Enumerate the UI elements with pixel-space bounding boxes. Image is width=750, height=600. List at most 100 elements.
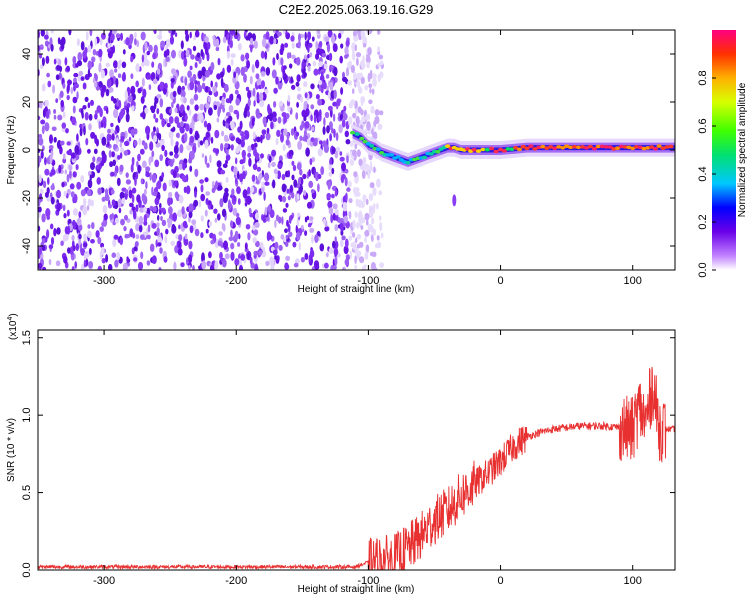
track-peak xyxy=(388,153,395,157)
noise-speckle xyxy=(106,78,112,89)
noise-speckle xyxy=(361,265,366,270)
noise-speckle xyxy=(357,80,360,89)
noise-speckle xyxy=(145,125,151,135)
noise-speckle xyxy=(367,169,371,180)
noise-speckle xyxy=(126,258,131,263)
noise-speckle xyxy=(154,159,160,168)
noise-speckle xyxy=(148,44,153,53)
noise-speckle xyxy=(323,63,328,70)
x-tick-label: -100 xyxy=(357,275,379,287)
noise-speckle xyxy=(38,37,40,46)
noise-speckle xyxy=(30,173,35,181)
noise-speckle xyxy=(205,191,211,196)
noise-speckle xyxy=(253,229,259,236)
noise-speckle xyxy=(108,150,112,158)
noise-speckle xyxy=(182,110,186,118)
spectrogram-y-label: Frequency (Hz) xyxy=(6,116,17,185)
noise-speckle xyxy=(164,235,168,244)
track-peak xyxy=(552,146,558,151)
noise-speckle xyxy=(38,174,42,183)
noise-speckle xyxy=(144,107,149,114)
track-peak xyxy=(607,145,613,149)
noise-speckle xyxy=(156,94,162,99)
noise-speckle xyxy=(359,256,365,264)
noise-speckle xyxy=(204,209,208,217)
noise-speckle xyxy=(253,142,258,148)
noise-speckle xyxy=(171,101,174,109)
noise-speckle xyxy=(156,68,161,75)
noise-speckle xyxy=(292,164,297,172)
noise-speckle xyxy=(235,98,240,106)
noise-speckle xyxy=(230,53,236,58)
noise-speckle xyxy=(296,162,302,171)
noise-speckle xyxy=(266,127,270,134)
noise-speckle xyxy=(194,228,200,237)
noise-speckle xyxy=(364,236,367,244)
noise-speckle xyxy=(177,248,183,256)
noise-speckle xyxy=(68,164,73,171)
noise-speckle xyxy=(276,52,279,61)
noise-speckle xyxy=(41,213,46,223)
noise-speckle xyxy=(208,90,213,96)
noise-speckle xyxy=(262,91,267,101)
y-tick-label: 1.5 xyxy=(21,330,33,345)
noise-speckle xyxy=(332,101,337,107)
noise-speckle xyxy=(281,195,287,203)
track-peak xyxy=(464,147,471,151)
y-tick-label: -20 xyxy=(21,190,33,206)
noise-speckle xyxy=(304,121,310,129)
noise-speckle xyxy=(237,43,242,51)
noise-speckle xyxy=(101,196,106,202)
noise-speckle xyxy=(198,199,202,208)
noise-speckle xyxy=(245,35,250,41)
noise-speckle xyxy=(277,162,283,170)
noise-speckle xyxy=(224,83,229,93)
noise-speckle xyxy=(309,158,313,166)
track-peak xyxy=(649,145,655,149)
noise-speckle xyxy=(354,248,359,256)
noise-speckle xyxy=(326,252,329,258)
track-peak xyxy=(428,152,434,156)
noise-speckle xyxy=(65,128,69,134)
noise-speckle xyxy=(239,173,244,183)
noise-speckle xyxy=(50,44,54,52)
noise-speckle xyxy=(263,191,266,201)
noise-speckle xyxy=(55,260,61,267)
noise-speckle xyxy=(167,197,172,206)
noise-speckle xyxy=(269,256,275,267)
noise-speckle xyxy=(67,225,71,235)
noise-speckle xyxy=(189,81,195,91)
noise-speckle xyxy=(68,30,72,36)
noise-speckle xyxy=(308,254,312,263)
noise-speckle xyxy=(213,104,218,111)
noise-speckle xyxy=(53,109,57,114)
noise-speckle xyxy=(160,215,163,222)
noise-speckle xyxy=(156,227,160,236)
noise-speckle xyxy=(235,157,238,165)
noise-speckle xyxy=(372,73,377,80)
noise-speckle xyxy=(309,52,313,58)
noise-speckle xyxy=(254,212,260,220)
noise-speckle xyxy=(155,239,158,248)
noise-speckle xyxy=(190,54,195,60)
noise-speckle xyxy=(376,235,380,241)
noise-speckle xyxy=(30,32,35,41)
noise-speckle xyxy=(194,62,198,69)
noise-speckle xyxy=(269,35,275,45)
noise-speckle xyxy=(172,212,177,222)
noise-speckle xyxy=(312,60,317,67)
noise-speckle xyxy=(287,94,291,103)
noise-speckle xyxy=(332,147,336,154)
noise-speckle xyxy=(180,262,185,268)
noise-speckle xyxy=(143,188,147,196)
noise-speckle xyxy=(132,210,137,220)
noise-speckle xyxy=(204,139,209,149)
noise-speckle xyxy=(56,202,61,212)
noise-speckle xyxy=(271,69,277,79)
noise-speckle xyxy=(80,76,85,81)
noise-speckle xyxy=(271,161,276,167)
track-peak xyxy=(435,149,441,154)
track-peak xyxy=(484,147,490,152)
noise-speckle xyxy=(171,49,176,59)
noise-speckle xyxy=(287,224,291,233)
